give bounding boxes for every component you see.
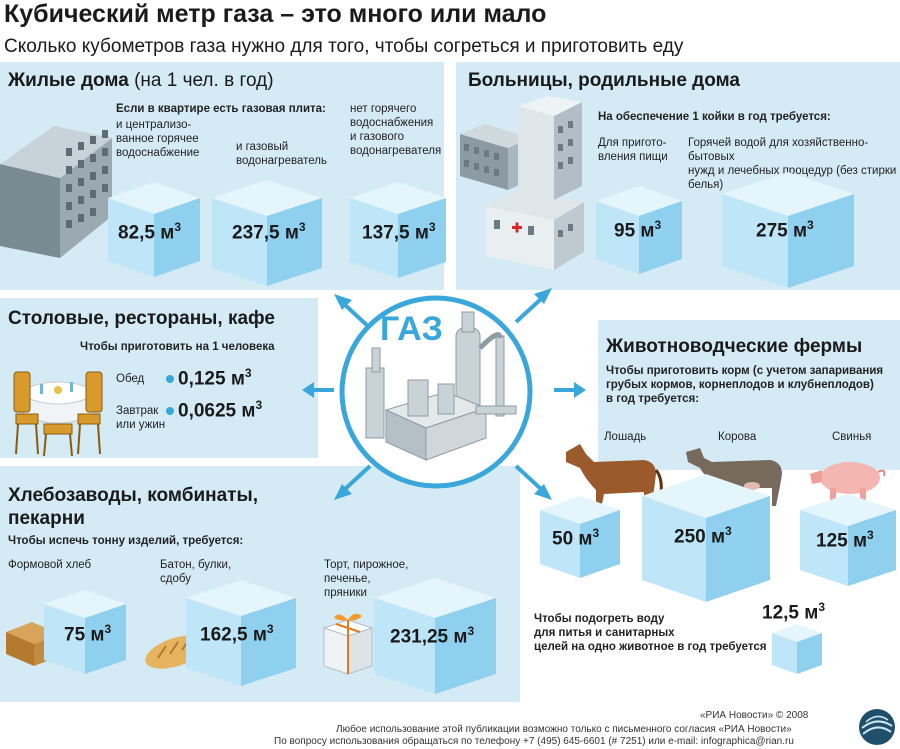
bakeries-cube-3: 231,25 м3 — [374, 578, 496, 694]
farms-value-1: 50 м3 — [552, 526, 600, 550]
cow-icon — [686, 448, 782, 506]
canteens-title: Столовые, рестораны, кафе — [8, 308, 275, 329]
footer-line2: По вопросу использования обращаться по т… — [274, 736, 794, 747]
farms-label-pig: Свинья — [832, 431, 872, 443]
bakeries-value-3: 231,25 м3 — [390, 624, 475, 648]
residential-value-2: 237,5 м3 — [232, 220, 306, 244]
page-title: Кубический метр газа – это много или мал… — [4, 0, 547, 28]
residential-col3: нет горячего водоснабжения и газового во… — [350, 103, 442, 157]
hospitals-title: Больницы, родильные дома — [468, 70, 740, 91]
gas-plant-illustration — [339, 295, 533, 489]
hospitals-col2: Горячей водой для хозяйственно-бытовых н… — [688, 137, 897, 191]
hospital-building-icon — [460, 96, 584, 270]
bullet-dot-icon — [166, 407, 174, 416]
footer-copyright: «РИА Новости» © 2008 — [700, 710, 809, 721]
bakeries-value-2: 162,5 м3 — [200, 622, 274, 646]
farms-cube-2: 250 м3 — [642, 474, 770, 602]
residential-lead: Если в квартире есть газовая плита: — [116, 103, 326, 115]
bakeries-col1: Формовой хлеб — [8, 559, 92, 571]
bakeries-value-1: 75 м3 — [64, 622, 112, 646]
farms-panel — [598, 320, 900, 470]
residential-col2: и газовый водонагреватель — [236, 141, 327, 167]
residential-cube-3: 137,5 м3 — [350, 182, 446, 278]
hospitals-cube-1: 95 м3 — [596, 186, 682, 274]
farms-title: Животноводческие фермы — [606, 336, 863, 357]
hospitals-cube-2: 275 м3 — [722, 172, 854, 288]
farms-water-note: Чтобы подогреть воду для питья и санитар… — [534, 613, 767, 653]
farms-value-2: 250 м3 — [674, 524, 732, 548]
dining-table-icon — [13, 371, 103, 457]
residential-col1: и централизо- ванное горячее водоснабжен… — [116, 119, 200, 159]
canteens-row1-value: 0,125 м3 — [166, 366, 252, 390]
arrow-up-left-icon — [334, 294, 372, 330]
arrow-left-icon — [302, 382, 334, 398]
ria-logo-icon — [859, 709, 895, 745]
center-gas-label: ГАЗ — [380, 310, 443, 348]
cake-box-icon — [322, 613, 374, 675]
canteens-lead: Чтобы приготовить на 1 человека — [80, 341, 275, 353]
farms-water-cube — [772, 624, 822, 674]
residential-cube-1: 82,5 м3 — [108, 182, 200, 277]
bakeries-cube-2: 162,5 м3 — [186, 580, 296, 686]
residential-title: Жилые дома (на 1 чел. в год) — [8, 70, 274, 91]
pig-icon — [810, 462, 886, 500]
farms-label-horse: Лошадь — [604, 431, 647, 443]
bakeries-lead: Чтобы испечь тонну изделий, требуется: — [8, 535, 244, 547]
farms-lead: Чтобы приготовить корм (с учетом запарив… — [606, 365, 884, 405]
farms-value-3: 125 м3 — [816, 528, 874, 552]
arrow-down-right-icon — [514, 464, 552, 500]
arrow-right-icon — [554, 382, 586, 398]
residential-value-1: 82,5 м3 — [118, 220, 182, 244]
canteens-row1-label: Обед — [116, 373, 145, 385]
page-subtitle: Сколько кубометров газа нужно для того, … — [4, 36, 684, 57]
residential-cube-2: 237,5 м3 — [212, 180, 322, 286]
hospitals-lead: На обеспечение 1 койки в год требуется: — [598, 111, 831, 123]
footer-line1: Любое использование этой публикации возм… — [336, 724, 792, 735]
hospitals-value-1: 95 м3 — [614, 218, 662, 242]
hospitals-col1: Для пригото- вления пищи — [598, 137, 668, 163]
arrow-up-right-icon — [514, 288, 552, 324]
bakeries-col2: Батон, булки, сдобу — [160, 559, 232, 585]
bakeries-cube-1: 75 м3 — [44, 590, 126, 674]
bakeries-col3: Торт, пирожное, печенье, пряники — [324, 559, 409, 599]
hospitals-value-2: 275 м3 — [756, 218, 814, 242]
farms-water-value: 12,5 м3 — [762, 600, 826, 624]
apartment-building-icon — [0, 126, 112, 258]
residential-value-3: 137,5 м3 — [362, 220, 436, 244]
farms-cube-3: 125 м3 — [800, 494, 896, 586]
farms-cube-1: 50 м3 — [540, 496, 620, 578]
arrow-down-left-icon — [334, 464, 372, 500]
farms-label-cow: Корова — [718, 431, 757, 443]
canteens-row2-label: Завтрак или ужин — [116, 405, 166, 431]
canteens-row2-value: 0,0625 м3 — [166, 398, 262, 422]
bakeries-title: Хлебозаводы, комбинаты, пекарни — [8, 485, 258, 529]
bullet-dot-icon — [166, 375, 174, 384]
